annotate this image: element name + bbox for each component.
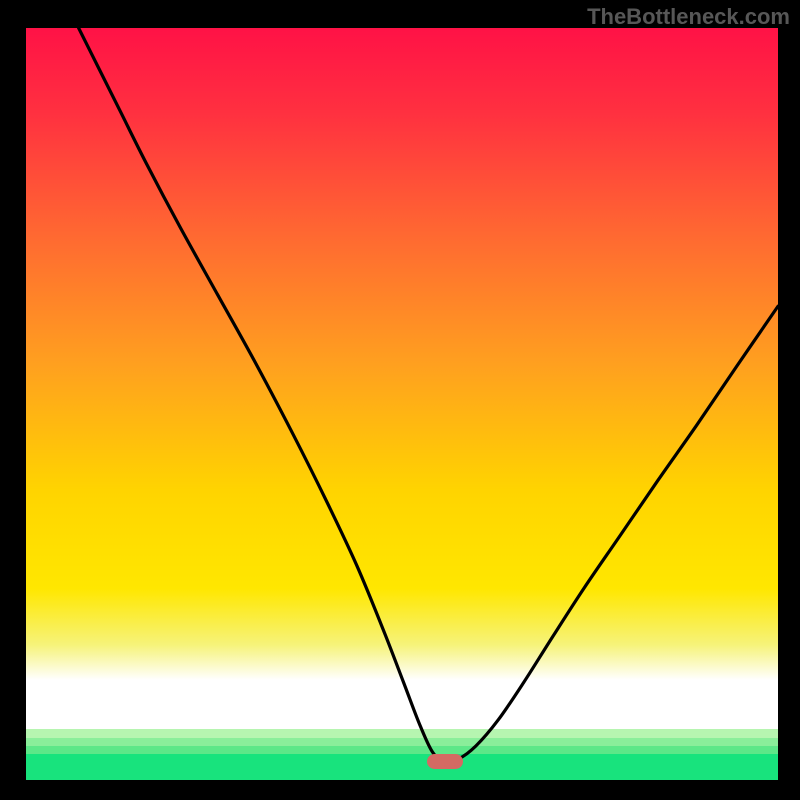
green-band-3: [26, 754, 778, 780]
optimal-match-marker: [427, 754, 463, 769]
watermark-text: TheBottleneck.com: [587, 4, 790, 30]
plot-area: [26, 28, 778, 780]
chart-root: TheBottleneck.com: [0, 0, 800, 800]
green-band-1: [26, 738, 778, 746]
green-band-2: [26, 746, 778, 754]
gradient-background: [26, 28, 778, 729]
green-band-0: [26, 729, 778, 738]
